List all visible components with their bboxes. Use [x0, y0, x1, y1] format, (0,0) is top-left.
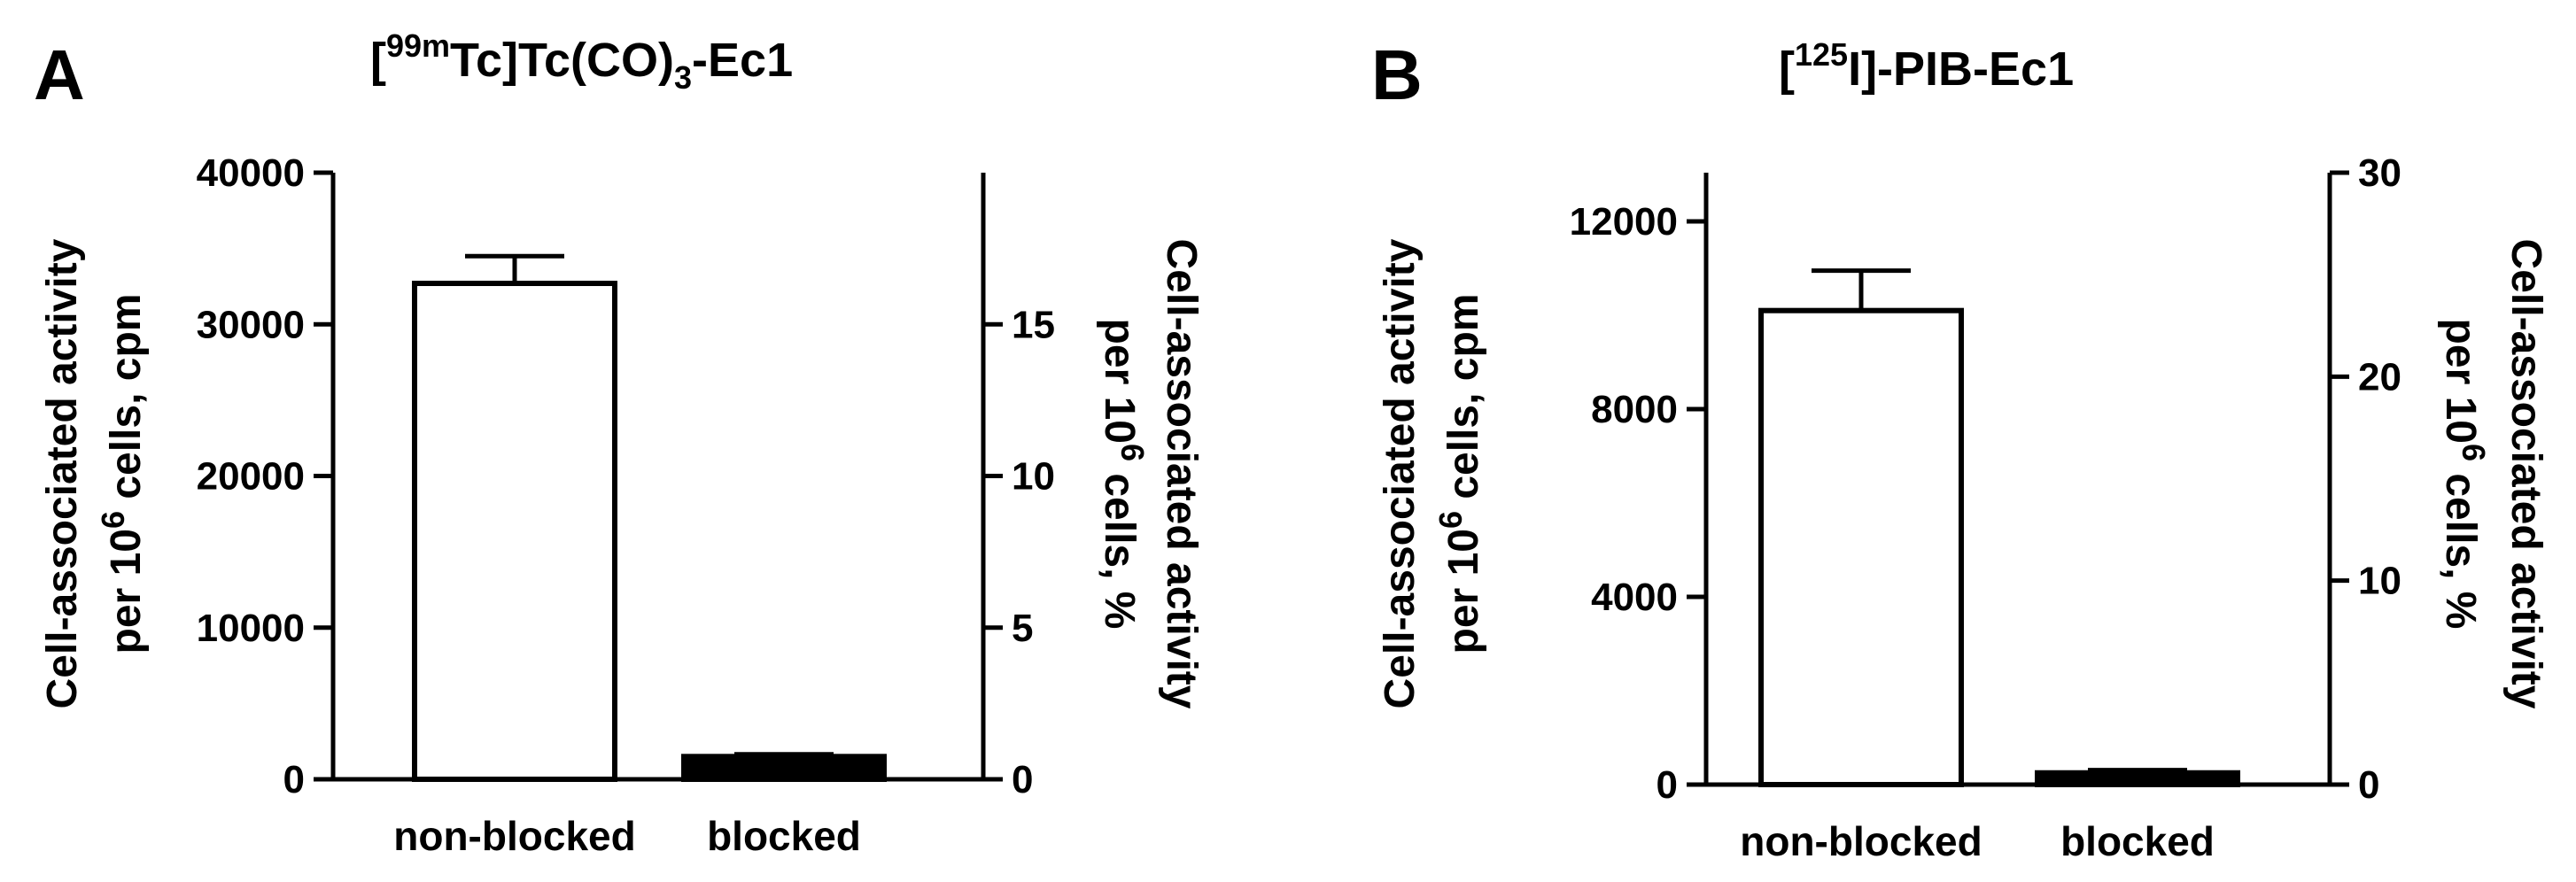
- panel-a-bar-non-blocked: [412, 281, 617, 782]
- panel-b-right-tick-label: 30: [2358, 151, 2401, 195]
- panel-b-right-tick-label: 0: [2358, 763, 2379, 807]
- panel-a-category-label: non-blocked: [393, 813, 635, 859]
- panel-b-left-tick-label: 12000: [1570, 200, 1678, 244]
- panel-b-bar-blocked: [2035, 770, 2240, 787]
- panel-b-left-tick-label: 0: [1657, 763, 1678, 807]
- panel-b: B [125I]-PIB-Ec1 Cell-associated activit…: [1371, 35, 2549, 864]
- panel-b-plot: 0 4000 8000 12000 0 10 20 30 non-blocked blocked: [1570, 151, 2401, 864]
- panel-b-left-tick-label: 8000: [1591, 388, 1678, 431]
- panel-b-left-tick-label: 4000: [1591, 576, 1678, 619]
- panel-b-right-ylabel-line1: Cell-associated activity: [2502, 239, 2549, 709]
- panel-b-bar-non-blocked: [1758, 307, 1964, 787]
- panel-a-category-label: blocked: [707, 813, 861, 859]
- panel-a-left-tick-label: 30000: [197, 303, 305, 346]
- panel-b-letter: B: [1371, 35, 1423, 114]
- panel-b-left-ylabel-line2: per 106 cells, cpm: [1432, 294, 1487, 654]
- panel-a-right-tick-label: 5: [1012, 607, 1033, 650]
- panel-a: A [99mTc]Tc(CO)3-Ec1 Cell-associated act…: [34, 27, 1205, 859]
- panel-b-category-label: non-blocked: [1740, 818, 1982, 864]
- panel-a-right-tick-label: 15: [1012, 303, 1055, 346]
- panel-b-right-tick-label: 10: [2358, 560, 2401, 603]
- panel-a-left-ylabel-line1: Cell-associated activity: [39, 238, 86, 708]
- panel-b-category-label: blocked: [2060, 818, 2215, 864]
- panel-a-left-tick-label: 10000: [197, 607, 305, 650]
- panel-a-left-tick-label: 20000: [197, 455, 305, 499]
- panel-a-letter: A: [34, 35, 85, 114]
- panel-a-left-ylabel-line2: per 106 cells, cpm: [95, 294, 150, 654]
- panel-a-right-tick-label: 0: [1012, 758, 1033, 801]
- panel-a-right-tick-label: 10: [1012, 455, 1055, 499]
- panel-a-left-tick-label: 0: [283, 758, 305, 801]
- panel-b-right-tick-label: 20: [2358, 355, 2401, 398]
- panel-a-plot: 0 10000 20000 30000 40000 0 5 10 15 non-blocked bl…: [197, 151, 1055, 859]
- panel-a-bar-blocked: [681, 754, 887, 782]
- panel-a-right-ylabel-line2: per 106 cells, %: [1096, 319, 1151, 630]
- panel-a-left-tick-label: 40000: [197, 151, 305, 195]
- panel-a-title: [99mTc]Tc(CO)3-Ec1: [370, 27, 793, 96]
- panel-b-title: [125I]-PIB-Ec1: [1779, 36, 2074, 96]
- panel-b-left-ylabel-line1: Cell-associated activity: [1377, 238, 1424, 708]
- panel-b-right-ylabel-line2: per 106 cells, %: [2437, 319, 2492, 630]
- panel-a-right-ylabel-line1: Cell-associated activity: [1158, 239, 1205, 709]
